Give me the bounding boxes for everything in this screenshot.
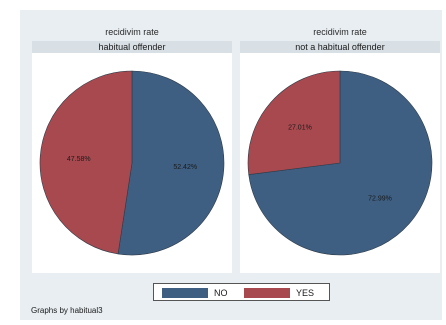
panel-subtitle-right: not a habitual offender [240,41,440,53]
pie-slice-no-panel-2 [248,70,433,256]
footnote: Graphs by habitual3 [31,306,103,315]
slice-label-yes-panel-2: 27.01% [288,125,312,132]
panel-subtitle-left: habitual offender [32,41,232,53]
legend-item-yes: YES [244,287,314,298]
panel-title-right: recidivim rate [313,27,367,37]
slice-label-yes-panel-1: 47.58% [67,156,91,163]
legend-item-no: NO [162,287,228,298]
legend: NO YES [153,283,330,301]
panel-title-left: recidivim rate [105,27,159,37]
legend-label-yes: YES [296,287,315,298]
legend-label-no: NO [214,287,228,298]
pie-slice-yes-panel-1 [39,70,133,255]
legend-swatch-no [162,287,208,298]
pie-slice-no-panel-1 [117,70,225,256]
slice-label-no-panel-1: 52.42% [173,164,197,171]
pie-chart-left: 52.42% 47.58% [39,70,225,256]
slice-label-no-panel-2: 72.99% [368,195,392,202]
pie-slice-yes-panel-2 [247,70,341,175]
legend-swatch-yes [244,287,290,298]
pie-chart-right: 72.99% 27.01% [247,70,433,256]
